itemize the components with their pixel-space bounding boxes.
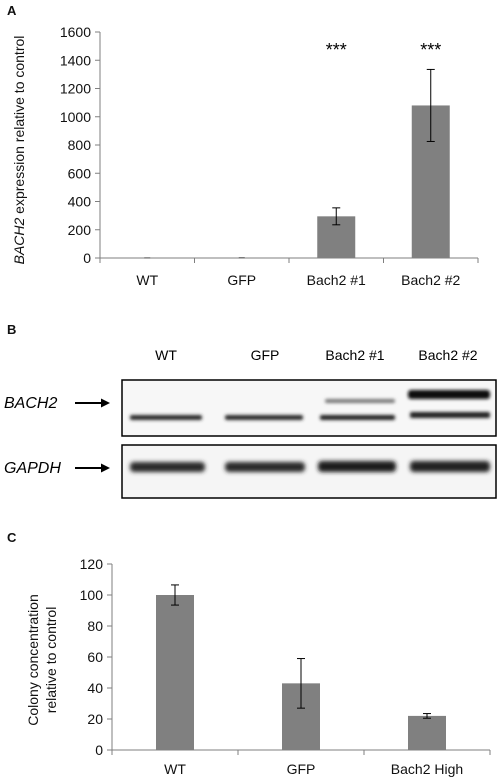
y-axis-label: BACH2 expression relative to control [11, 36, 27, 265]
significance-label: *** [420, 40, 441, 60]
y-axis-label-text: expression relative to control [11, 36, 27, 218]
y-axis-label-line1: Colony concentration [25, 594, 41, 726]
y-tick-label: 200 [68, 222, 92, 238]
blot-lane-label: GFP [251, 347, 280, 363]
y-tick-label: 400 [68, 194, 92, 210]
y-tick-label: 1000 [60, 109, 91, 125]
x-category-label: Bach2 #2 [401, 272, 460, 288]
chart-a: 0 200 400 600 800 1000 1200 1400 1600 WT GFP *** Bac… [11, 24, 479, 288]
y-tick-label: 0 [95, 742, 103, 758]
chart-c: 0 20 40 60 80 100 120 WT GFP Bach2 High Colony con… [25, 556, 491, 777]
y-tick-label: 20 [87, 711, 103, 727]
y-tick-label: 40 [87, 680, 103, 696]
y-tick-label: 600 [68, 165, 92, 181]
bar [156, 595, 194, 750]
x-category-label: Bach2 #1 [307, 272, 366, 288]
y-tick-label: 80 [87, 618, 103, 634]
significance-label: *** [326, 40, 347, 60]
y-tick-label: 800 [68, 137, 92, 153]
panel-letter-b: B [7, 322, 17, 337]
y-tick-label: 0 [83, 250, 91, 266]
y-axis-label-line2: relative to control [43, 607, 59, 714]
y-tick-label: 100 [80, 587, 104, 603]
western-blot: WT GFP Bach2 #1 Bach2 #2 BACH2 GAPDH [4, 347, 497, 499]
x-category-label: GFP [287, 761, 316, 777]
y-tick-label: 60 [87, 649, 103, 665]
panel-letter-a: A [7, 3, 17, 18]
y-tick-label: 120 [80, 556, 104, 572]
blot-lane-label: Bach2 #2 [418, 347, 477, 363]
blot-lane-label: Bach2 #1 [325, 347, 384, 363]
blot-lane-label: WT [155, 347, 177, 363]
bar [408, 715, 446, 750]
y-tick-label: 1200 [60, 81, 91, 97]
blot-row-label-gapdh: GAPDH [4, 460, 61, 477]
x-category-label: WT [136, 272, 158, 288]
y-tick-label: 1600 [60, 24, 91, 40]
arrow-icon [75, 398, 110, 408]
x-category-label: WT [164, 761, 186, 777]
blot-strip-gapdh [121, 444, 497, 499]
arrow-icon [75, 463, 110, 473]
panel-letter-c: C [7, 530, 17, 545]
y-tick-label: 1400 [60, 52, 91, 68]
x-category-label: Bach2 High [391, 761, 463, 777]
blot-row-label-bach2: BACH2 [4, 395, 57, 412]
x-category-label: GFP [227, 272, 256, 288]
blot-strip-bach2 [121, 379, 497, 437]
y-axis-label-gene: BACH2 [11, 217, 27, 264]
